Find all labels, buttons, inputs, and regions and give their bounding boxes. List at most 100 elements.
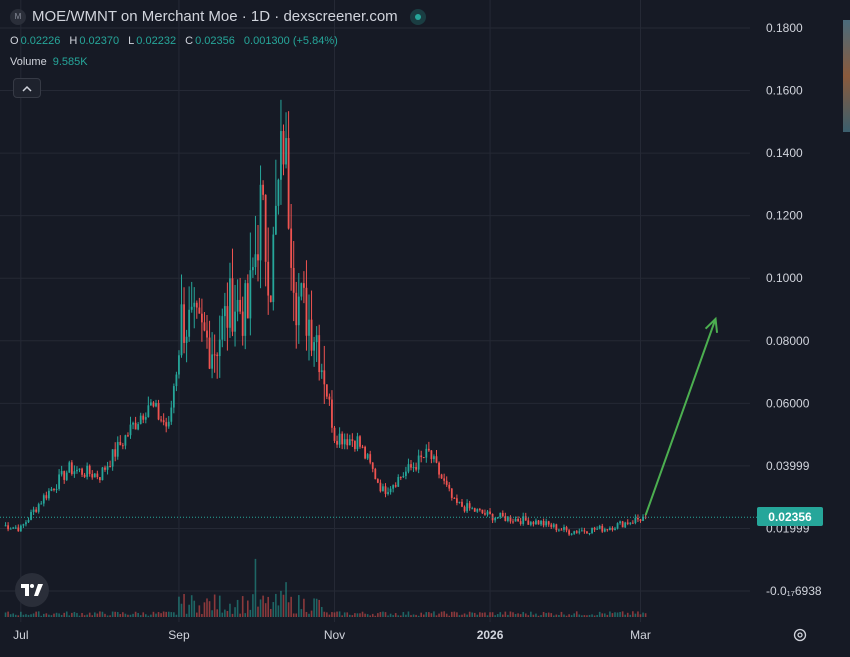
volume-bar <box>150 614 152 617</box>
candle-body <box>402 475 405 478</box>
candle-body <box>318 335 321 373</box>
candle-body <box>435 456 438 463</box>
volume-bar <box>611 613 614 617</box>
volume-bar <box>351 615 354 617</box>
collapse-legend-button[interactable] <box>13 78 41 98</box>
volume-bar <box>99 611 101 617</box>
volume-bar <box>405 614 407 617</box>
candle-body <box>412 467 415 469</box>
volume-bar <box>642 612 644 617</box>
candle-body <box>443 478 446 481</box>
volume-bar <box>609 611 611 617</box>
volume-bar <box>68 615 71 617</box>
volume-bar <box>9 614 12 617</box>
volume-bar <box>83 615 86 617</box>
candle-body <box>40 503 43 505</box>
volume-bar <box>22 614 25 617</box>
candle-body <box>629 522 632 524</box>
volume-value: 9.585K <box>52 56 88 68</box>
candle-body <box>555 524 558 531</box>
candle-body <box>430 450 433 460</box>
volume-bar <box>451 611 453 617</box>
volume-bar <box>269 608 272 617</box>
candle-body <box>249 270 252 319</box>
volume-bar <box>48 614 50 617</box>
volume-bar <box>461 614 463 617</box>
volume-bar <box>374 615 377 617</box>
candle-body <box>325 384 328 397</box>
volume-bar <box>570 615 573 617</box>
volume-bar <box>458 615 461 617</box>
chart-settings-button[interactable] <box>790 625 810 645</box>
candle-body <box>527 520 530 525</box>
volume-bar <box>137 613 139 617</box>
volume-bar <box>384 612 387 617</box>
volume-bar <box>313 598 315 617</box>
y-tick-label: 0.1200 <box>766 209 803 223</box>
candle-body <box>532 522 535 525</box>
time-axis[interactable]: Jul Sep Nov 2026 Mar <box>13 628 651 642</box>
candle-body <box>425 448 428 458</box>
candle-body <box>611 527 614 530</box>
candle-body <box>626 522 629 524</box>
volume-bar <box>114 611 116 617</box>
candle-body <box>19 525 22 532</box>
low-value: 0.02232 <box>136 35 177 47</box>
volume-bar <box>326 612 328 617</box>
volume-bar <box>407 611 410 617</box>
candle-body <box>550 524 553 527</box>
open-value: 0.02226 <box>20 35 61 47</box>
close-label: C <box>185 35 194 47</box>
volume-bar <box>119 614 122 617</box>
tradingview-logo-icon[interactable] <box>15 573 49 607</box>
candle-body <box>218 339 221 357</box>
volume-bar <box>504 611 507 617</box>
candle-body <box>183 304 185 343</box>
candle-body <box>463 506 466 512</box>
candle-body <box>114 449 117 457</box>
volume-bar <box>58 613 60 617</box>
volume-bar <box>415 614 417 617</box>
volume-bar <box>206 598 208 617</box>
candle-body <box>42 495 45 504</box>
volume-bar <box>420 612 422 617</box>
candle-body <box>63 471 66 480</box>
candle-body <box>537 520 540 525</box>
volume-bar <box>354 613 356 617</box>
volume-bar <box>448 615 451 617</box>
volume-bar <box>542 611 545 617</box>
volume-bar <box>193 600 196 617</box>
volume-bar <box>173 612 175 617</box>
volume-bar <box>188 604 190 617</box>
volume-bar <box>254 558 257 617</box>
low-label: L <box>128 35 135 47</box>
volume-bar <box>586 615 588 617</box>
candle-body <box>180 304 183 356</box>
volume-bar <box>65 611 68 617</box>
volume-bar <box>236 599 239 617</box>
volume-bar <box>218 595 221 617</box>
volume-bar <box>264 603 267 617</box>
candle-body <box>223 306 226 317</box>
candle-body <box>81 468 83 475</box>
volume-bar <box>361 611 364 617</box>
price-axis[interactable]: 0.1800 0.1600 0.1400 0.1200 0.1000 0.08000 0.0… <box>766 21 822 598</box>
volume-bar <box>644 613 647 617</box>
volume-bar <box>471 612 473 617</box>
candle-body <box>621 521 624 528</box>
candle-body <box>132 422 134 425</box>
candle-body <box>466 503 468 512</box>
volume-bar <box>152 611 155 617</box>
market-status-icon[interactable] <box>409 8 426 25</box>
candle-body <box>371 462 374 469</box>
volume-bar <box>267 596 269 617</box>
volume-bar <box>25 614 27 617</box>
candle-body <box>524 516 527 521</box>
candle-body <box>259 184 262 261</box>
tv-logo-mark <box>21 584 43 596</box>
volume-legend: Volume 9.585K <box>10 56 88 68</box>
candle-body <box>468 503 471 509</box>
volume-bar <box>180 603 183 617</box>
